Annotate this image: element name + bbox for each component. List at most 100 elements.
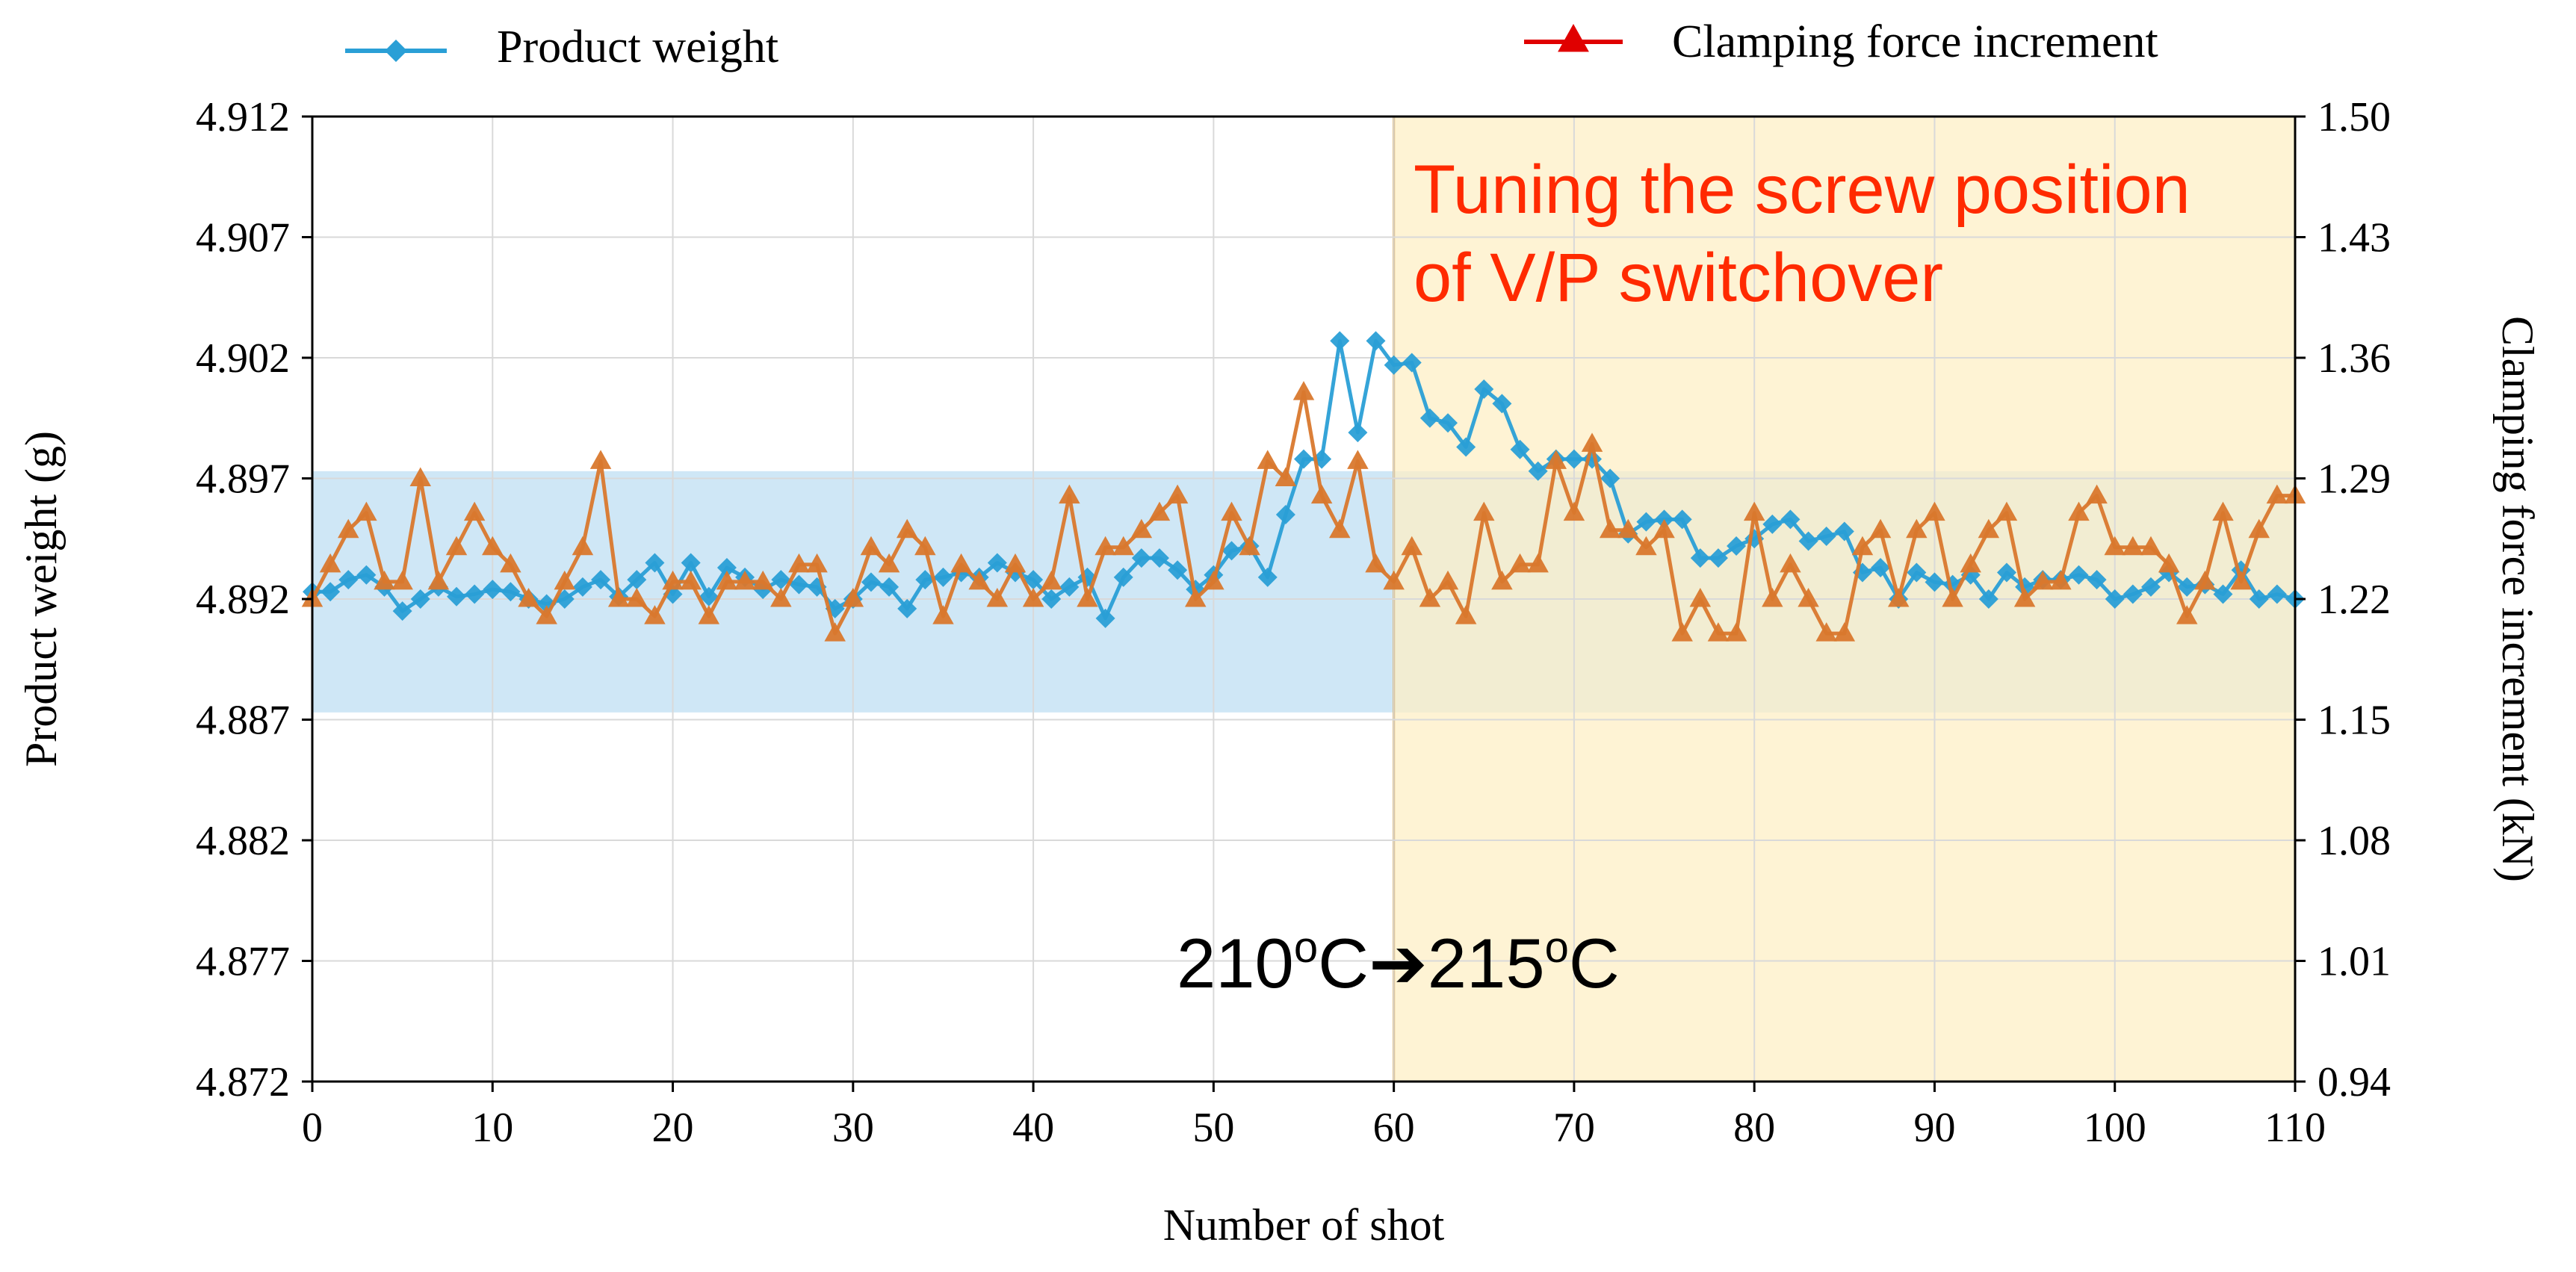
product-weight-point — [1257, 567, 1278, 587]
clamping-force-point — [860, 536, 882, 556]
product-weight-point — [2069, 565, 2089, 585]
clamping-force-point — [1203, 570, 1224, 590]
x-tick-label: 100 — [2084, 1105, 2146, 1151]
clamping-force-point — [2122, 536, 2144, 556]
clamping-force-point — [1635, 536, 1657, 556]
y-right-tick-label: 1.08 — [2318, 818, 2391, 864]
clamping-force-point — [427, 570, 450, 590]
clamping-force-point — [752, 570, 774, 590]
clamping-force-point — [463, 501, 486, 521]
product-weight-point — [591, 570, 611, 590]
product-weight-point — [1780, 509, 1801, 530]
y-right-tick-label: 0.94 — [2318, 1059, 2391, 1105]
product-weight-point — [915, 570, 935, 590]
clamping-force-point — [518, 588, 539, 607]
product-weight-point — [392, 601, 412, 621]
product-weight-point — [2249, 589, 2269, 609]
clamping-force-point — [1022, 588, 1044, 607]
clamping-force-point — [1617, 518, 1639, 539]
clamping-force-point — [788, 553, 810, 573]
product-weight-point — [1834, 521, 1854, 542]
product-weight-point — [2123, 584, 2143, 604]
clamping-force-point — [1275, 467, 1297, 486]
clamping-force-point — [1924, 501, 1945, 521]
clamping-force-point — [950, 553, 972, 573]
clamping-force-point — [1960, 553, 1981, 573]
clamping-force-point — [1545, 450, 1567, 469]
product-weight-point — [1996, 562, 2016, 583]
x-tick-label: 30 — [832, 1105, 874, 1151]
product-weight-point — [1636, 512, 1656, 532]
clamping-force-point — [1887, 588, 1910, 607]
clamping-force-point — [1130, 518, 1153, 539]
clamping-force-point — [374, 570, 395, 590]
clamping-force-point — [842, 588, 864, 607]
clamping-force-point — [2212, 501, 2234, 521]
clamping-force-point — [1310, 484, 1333, 504]
y-left-tick-label: 4.877 — [196, 939, 290, 985]
clamping-force-point — [824, 622, 846, 642]
y-left-tick-label: 4.882 — [196, 818, 290, 864]
x-tick-label: 70 — [1553, 1105, 1595, 1151]
clamping-force-point — [896, 518, 918, 539]
clamping-force-point — [662, 570, 684, 590]
clamping-force-point — [1707, 622, 1730, 642]
clamping-force-point — [2248, 518, 2270, 539]
product-weight-point — [681, 553, 701, 573]
clamping-force-point — [626, 588, 648, 607]
clamping-force-point — [482, 536, 504, 556]
clamping-force-point — [2176, 605, 2198, 624]
product-weight-point — [1438, 413, 1458, 433]
clamping-force-point — [680, 570, 702, 590]
product-weight-point — [2213, 584, 2233, 604]
product-weight-point — [2105, 589, 2125, 609]
product-weight-point — [1059, 577, 1080, 597]
product-weight-point — [1907, 562, 1927, 583]
clamping-force-point — [2230, 570, 2252, 590]
temperature-text: C — [1569, 924, 1620, 1002]
product-weight-point — [987, 553, 1007, 573]
clamping-force-point — [1851, 536, 1874, 556]
triangle-marker-icon — [1558, 24, 1589, 52]
legend-label-clamping-force: Clamping force increment — [1672, 16, 2158, 67]
x-tick-label: 60 — [1373, 1105, 1415, 1151]
clamping-force-point — [716, 570, 738, 590]
clamping-force-point — [770, 588, 792, 607]
clamping-force-point — [1419, 588, 1441, 607]
product-weight-point — [1366, 331, 1386, 351]
clamping-force-point — [536, 605, 557, 624]
clamping-force-point — [2086, 484, 2108, 504]
diamond-marker-icon — [385, 40, 407, 62]
clamping-force-point — [914, 536, 936, 556]
tuning-annotation-line: Tuning the screw position — [1414, 152, 2190, 228]
product-weight-point — [1168, 560, 1188, 580]
y-left-tick-label: 4.897 — [196, 456, 290, 503]
product-weight-point — [1113, 567, 1133, 587]
product-weight-point — [1816, 527, 1836, 547]
temperature-annotation: 210oC➔215oC — [1177, 923, 1620, 1002]
clamping-force-point — [1815, 622, 1837, 642]
product-weight-point — [1510, 439, 1530, 459]
y-left-tick-label: 4.892 — [196, 577, 290, 623]
clamping-force-point — [1112, 536, 1134, 556]
clamping-force-point — [391, 570, 413, 590]
temperature-text: 210 — [1177, 924, 1294, 1002]
clamping-force-point — [1653, 518, 1675, 539]
clamping-force-point — [2140, 536, 2162, 556]
clamping-force-point — [698, 605, 720, 624]
clamping-force-point — [1671, 622, 1693, 642]
clamping-force-point — [1942, 588, 1963, 607]
clamping-force-point — [2013, 588, 2036, 607]
product-weight-point — [771, 570, 791, 590]
product-weight-point — [1672, 509, 1692, 530]
clamping-force-point — [2050, 570, 2072, 590]
tuning-annotation-line: of V/P switchover — [1414, 240, 1943, 316]
clamping-force-point — [554, 570, 576, 590]
product-weight-point — [1474, 379, 1494, 399]
clamping-force-point — [1509, 553, 1531, 573]
product-weight-point — [447, 586, 467, 606]
clamping-force-point — [806, 553, 828, 573]
x-tick-label: 10 — [471, 1105, 513, 1151]
clamping-force-point — [2266, 484, 2288, 504]
